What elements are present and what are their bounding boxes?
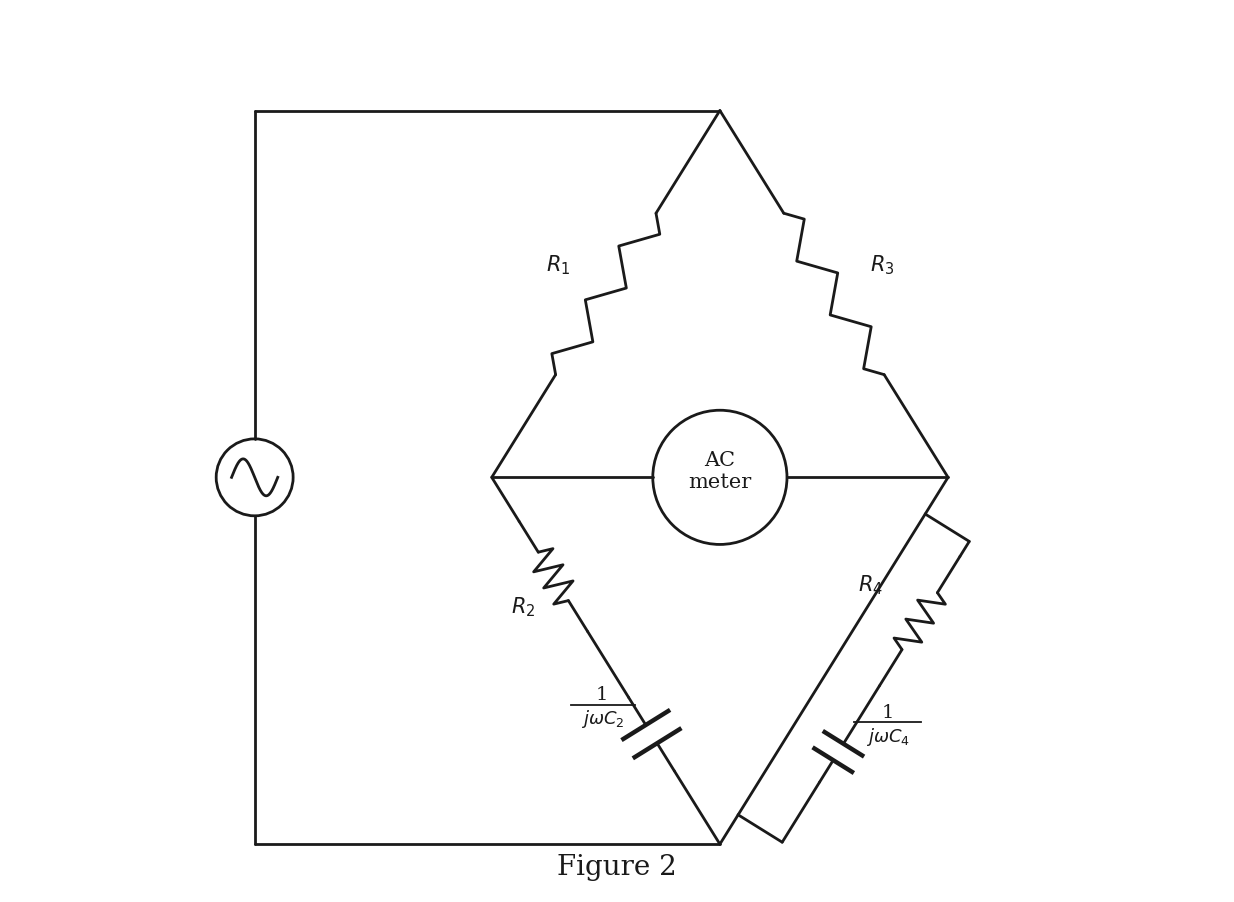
Text: $R_4$: $R_4$	[858, 573, 884, 596]
Text: AC
meter: AC meter	[689, 450, 752, 491]
Text: $R_2$: $R_2$	[511, 594, 536, 618]
Text: 1: 1	[881, 703, 893, 721]
Text: $R_1$: $R_1$	[545, 253, 570, 277]
Text: 1: 1	[596, 685, 608, 703]
Text: Figure 2: Figure 2	[557, 853, 677, 880]
Text: $R_3$: $R_3$	[870, 253, 895, 277]
Text: $j\omega C_2$: $j\omega C_2$	[580, 707, 624, 730]
Text: $j\omega C_4$: $j\omega C_4$	[865, 725, 909, 748]
